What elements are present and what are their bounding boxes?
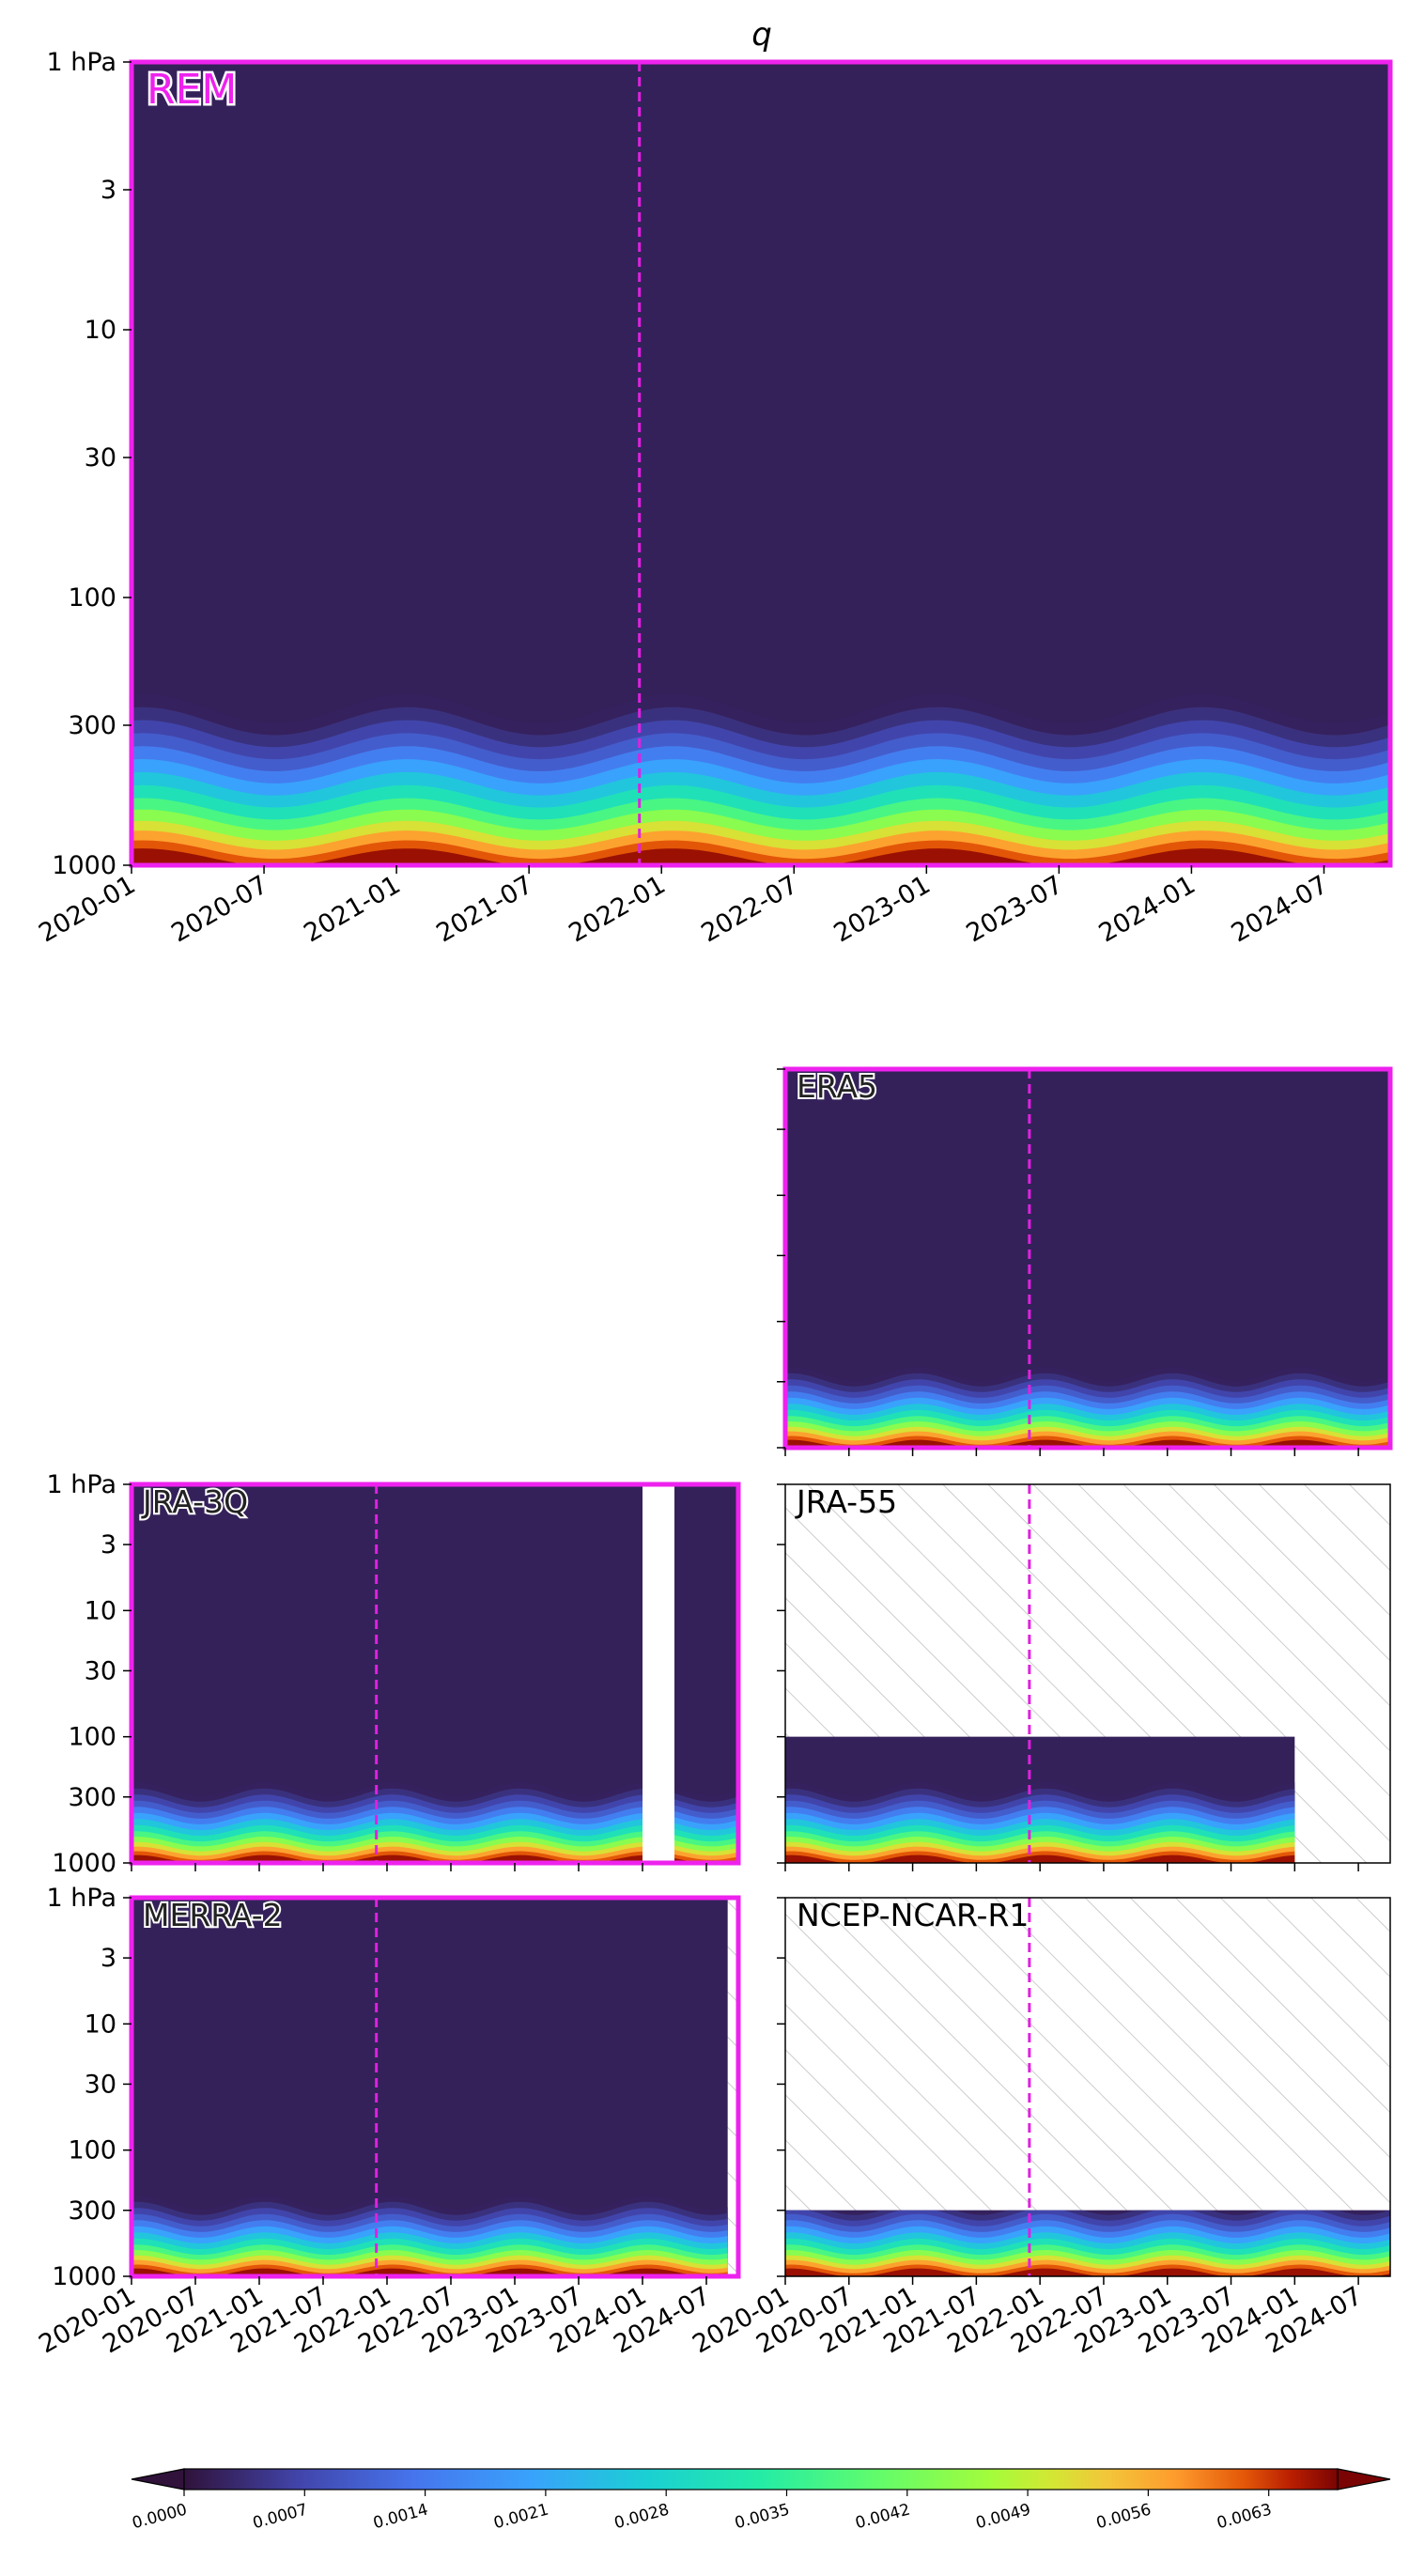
x-tick-label: 2023-01 [829, 870, 936, 948]
colorbar-extend-high [1337, 2468, 1391, 2491]
y-tick-label: 3 [101, 1530, 116, 1560]
y-tick-label: 1 hPa [47, 1470, 117, 1499]
x-tick-label: 2020-07 [166, 870, 272, 948]
y-tick-label: 100 [68, 1723, 116, 1752]
y-tick-label: 1000 [52, 2262, 116, 2291]
x-tick-label: 2022-07 [697, 870, 803, 948]
y-tick-label: 30 [85, 1656, 116, 1685]
field [785, 1069, 1390, 1448]
field [132, 1484, 738, 1863]
y-tick-label: 3 [101, 176, 116, 205]
y-tick-label: 1 hPa [47, 1884, 117, 1913]
x-tick-label: 2024-07 [1227, 870, 1333, 948]
colorbar: 0.0000 0.0007 0.0014 0.0021 0.0028 0.0035 0.00… [131, 2468, 1391, 2534]
y-tick-label: 300 [68, 711, 116, 740]
colorbar-tick-label: 0.0035 [733, 2501, 792, 2534]
colorbar-tick-label: 0.0042 [853, 2501, 912, 2534]
field [785, 2210, 1390, 2277]
figure-title: q [751, 16, 772, 54]
highlight-frame [129, 1895, 741, 2279]
x-tick-label: 2020-01 [34, 870, 140, 948]
y-tick-label: 100 [68, 2136, 116, 2165]
colorbar-tick-label: 0.0014 [371, 2501, 430, 2534]
y-tick-label: 10 [85, 1596, 116, 1625]
panel-label: NCEP-NCAR-R1 [797, 1897, 1029, 1933]
panel-jra55: JRA-55 [777, 1483, 1391, 1871]
x-tick-label: 2022-01 [565, 870, 671, 948]
y-tick-label: 1000 [52, 1849, 116, 1878]
field [132, 62, 1390, 865]
colorbar-tick-label: 0.0021 [492, 2501, 551, 2534]
highlight-frame [782, 1066, 1393, 1451]
field-contour-level [785, 2268, 1390, 2277]
panel-label: REM [147, 66, 237, 114]
field [785, 1736, 1295, 1863]
x-tick-label: 2024-01 [1094, 870, 1200, 948]
y-tick-label: 1000 [52, 851, 116, 880]
y-tick-label: 10 [85, 316, 116, 345]
panel-frame [784, 1483, 1391, 1864]
highlight-frame [129, 59, 1393, 868]
colorbar-tick-label: 0.0028 [612, 2501, 672, 2534]
panel-ncep: 2020-012020-072021-012021-072022-012022-… [688, 1897, 1391, 2359]
colorbar-tick-label: 0.0049 [974, 2501, 1033, 2534]
y-tick-label: 1 hPa [47, 48, 117, 77]
y-tick-label: 100 [68, 583, 116, 613]
field-contour-level [785, 1854, 1295, 1863]
x-tick-label: 2021-01 [299, 870, 405, 948]
y-tick-label: 300 [68, 1783, 116, 1812]
colorbar-extend-low [131, 2468, 185, 2491]
y-tick-label: 10 [85, 2010, 116, 2039]
panel-frame [784, 1897, 1391, 2277]
colorbar-bar [183, 2468, 1339, 2491]
panel-label: JRA-55 [795, 1483, 897, 1520]
colorbar-tick-label: 0.0000 [131, 2501, 190, 2534]
field [132, 1898, 728, 2276]
colorbar-tick-label: 0.0007 [251, 2501, 310, 2534]
panel-era5: ERA5 [777, 1066, 1393, 1456]
y-tick-label: 30 [85, 2070, 116, 2099]
panel-jra3q: 1 hPa 3 10 30 100 300 1000 JRA-3Q [47, 1470, 741, 1878]
x-tick-label: 2021-07 [431, 870, 537, 948]
colorbar-tick-label: 0.0063 [1215, 2501, 1274, 2534]
y-tick-label: 300 [68, 2196, 116, 2226]
missing-data-gap [643, 1484, 674, 1863]
panel-label: ERA5 [797, 1068, 877, 1105]
panel-merra2: 1 hPa3103010030010002020-012020-072021-0… [34, 1884, 741, 2359]
y-tick-label: 3 [101, 1944, 116, 1973]
colorbar-tick-label: 0.0056 [1094, 2501, 1154, 2534]
panel-label: JRA-3Q [141, 1483, 248, 1520]
highlight-frame [129, 1482, 741, 1866]
panel-label: MERRA-2 [143, 1897, 283, 1933]
field-contour-level [132, 848, 1390, 865]
y-tick-label: 30 [85, 443, 116, 473]
x-tick-label: 2023-07 [962, 870, 1068, 948]
